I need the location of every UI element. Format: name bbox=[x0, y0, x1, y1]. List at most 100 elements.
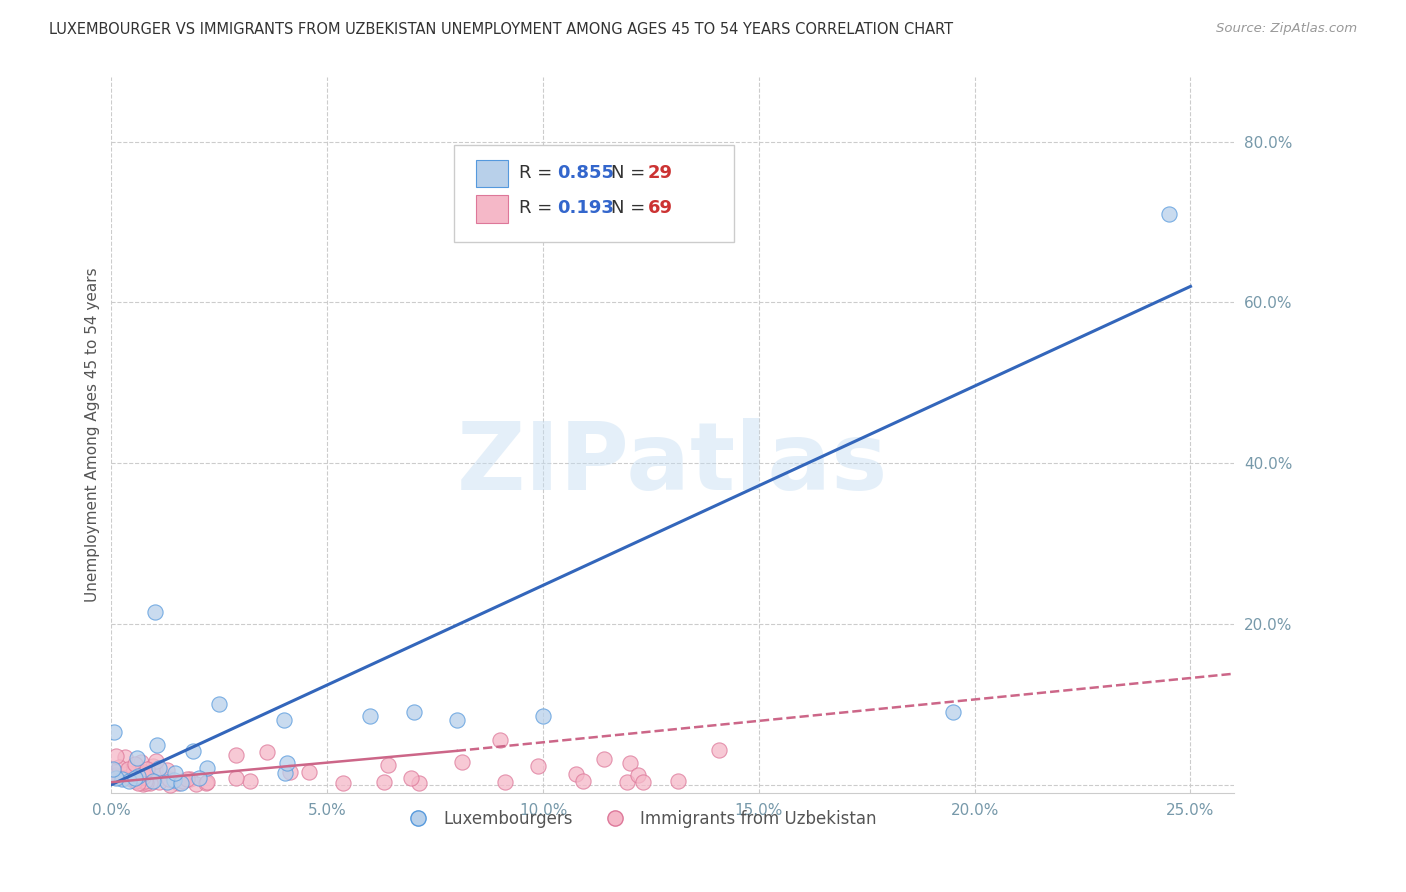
Point bbox=[112, 771, 135, 785]
Point bbox=[141, 772, 163, 787]
Point bbox=[208, 698, 231, 712]
Point bbox=[118, 774, 141, 789]
Point bbox=[359, 709, 381, 723]
FancyBboxPatch shape bbox=[477, 160, 508, 186]
Point bbox=[274, 766, 297, 780]
Point bbox=[181, 744, 204, 758]
Text: 69: 69 bbox=[648, 199, 673, 218]
Point bbox=[666, 774, 689, 789]
Point bbox=[276, 756, 298, 770]
Point bbox=[195, 760, 218, 774]
Point bbox=[162, 772, 184, 787]
Point bbox=[156, 763, 179, 777]
Point bbox=[627, 768, 650, 782]
Legend: Luxembourgers, Immigrants from Uzbekistan: Luxembourgers, Immigrants from Uzbekista… bbox=[395, 803, 883, 834]
Point bbox=[408, 776, 430, 790]
Point bbox=[117, 762, 139, 776]
Text: N =: N = bbox=[610, 163, 651, 182]
Text: 0.193: 0.193 bbox=[557, 199, 614, 218]
Point bbox=[488, 733, 510, 747]
Point bbox=[572, 773, 595, 788]
Point bbox=[163, 765, 186, 780]
FancyBboxPatch shape bbox=[454, 145, 734, 242]
Point bbox=[124, 756, 146, 771]
Point bbox=[145, 763, 167, 777]
Point bbox=[527, 759, 550, 773]
Point bbox=[377, 758, 399, 772]
Point bbox=[194, 776, 217, 790]
Point bbox=[145, 754, 167, 768]
Text: ZIPatlas: ZIPatlas bbox=[457, 417, 889, 509]
Point bbox=[105, 748, 128, 763]
Point bbox=[156, 775, 179, 789]
Text: R =: R = bbox=[519, 199, 564, 218]
Point bbox=[225, 772, 247, 786]
Point bbox=[104, 771, 127, 785]
Point bbox=[451, 755, 474, 769]
Point bbox=[280, 764, 302, 779]
Point bbox=[402, 706, 425, 720]
Point bbox=[125, 765, 148, 780]
Point bbox=[125, 750, 148, 764]
Point bbox=[103, 725, 125, 739]
Point bbox=[108, 760, 131, 774]
Point bbox=[129, 755, 152, 769]
Point bbox=[132, 764, 155, 779]
Point bbox=[104, 765, 127, 780]
Point bbox=[145, 738, 167, 752]
Point bbox=[114, 749, 136, 764]
Point bbox=[157, 772, 180, 786]
Point bbox=[101, 769, 124, 783]
Text: LUXEMBOURGER VS IMMIGRANTS FROM UZBEKISTAN UNEMPLOYMENT AMONG AGES 45 TO 54 YEAR: LUXEMBOURGER VS IMMIGRANTS FROM UZBEKIST… bbox=[49, 22, 953, 37]
Point bbox=[176, 772, 198, 787]
Point bbox=[104, 768, 127, 782]
Point bbox=[159, 778, 181, 792]
Point bbox=[142, 773, 165, 788]
Point bbox=[132, 766, 155, 780]
Point bbox=[112, 766, 135, 780]
Point bbox=[148, 775, 170, 789]
Point bbox=[631, 775, 654, 789]
Point bbox=[131, 777, 153, 791]
Text: 29: 29 bbox=[648, 163, 673, 182]
Point bbox=[118, 766, 141, 780]
Point bbox=[188, 771, 211, 785]
Point bbox=[136, 772, 159, 787]
Point bbox=[494, 775, 516, 789]
Point bbox=[531, 709, 554, 723]
Point bbox=[120, 772, 142, 786]
Point bbox=[592, 752, 614, 766]
Point bbox=[172, 774, 194, 789]
Point bbox=[332, 776, 354, 790]
Point bbox=[103, 762, 125, 776]
Point bbox=[616, 774, 638, 789]
Point bbox=[127, 776, 149, 790]
Point bbox=[167, 775, 190, 789]
Point bbox=[124, 771, 146, 785]
Point bbox=[131, 771, 153, 785]
Point bbox=[565, 767, 588, 781]
Text: 0.855: 0.855 bbox=[557, 163, 614, 182]
Point bbox=[104, 771, 127, 785]
Point bbox=[446, 714, 468, 728]
Point bbox=[239, 774, 262, 789]
Point bbox=[136, 762, 159, 776]
Point bbox=[298, 764, 321, 779]
Point bbox=[143, 605, 166, 619]
Text: N =: N = bbox=[610, 199, 651, 218]
Point bbox=[942, 706, 965, 720]
Point bbox=[401, 771, 423, 785]
Point bbox=[170, 776, 193, 790]
Point bbox=[225, 747, 247, 762]
FancyBboxPatch shape bbox=[477, 195, 508, 223]
Point bbox=[709, 743, 731, 757]
Y-axis label: Unemployment Among Ages 45 to 54 years: Unemployment Among Ages 45 to 54 years bbox=[86, 268, 100, 602]
Point bbox=[122, 772, 145, 786]
Text: Source: ZipAtlas.com: Source: ZipAtlas.com bbox=[1216, 22, 1357, 36]
Point bbox=[148, 762, 170, 776]
Point bbox=[124, 773, 146, 788]
Point bbox=[256, 745, 278, 759]
Point bbox=[142, 759, 165, 773]
Point bbox=[135, 776, 157, 790]
Point bbox=[373, 775, 395, 789]
